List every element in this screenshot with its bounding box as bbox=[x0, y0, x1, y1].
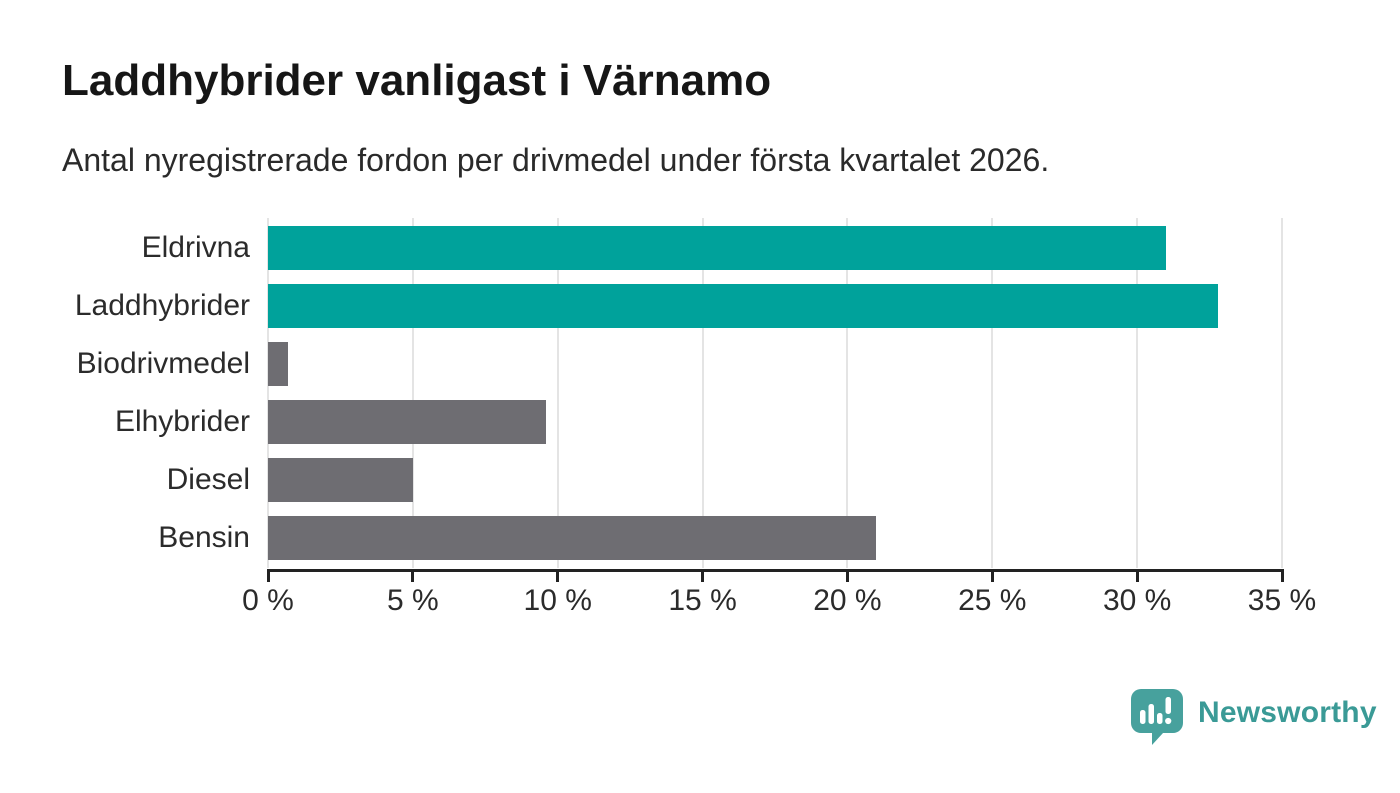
category-label-bensin: Bensin bbox=[158, 521, 250, 554]
x-tick-35 bbox=[1280, 572, 1284, 582]
brand-name: Newsworthy bbox=[1198, 696, 1377, 729]
x-tick-label-10: 10 % bbox=[523, 584, 592, 617]
x-tick-5 bbox=[411, 572, 415, 582]
x-tick-30 bbox=[1135, 572, 1139, 582]
category-label-diesel: Diesel bbox=[166, 463, 250, 496]
bar-biodrivmedel bbox=[268, 342, 289, 386]
x-tick-label-15: 15 % bbox=[668, 584, 737, 617]
gridline-10 bbox=[556, 218, 559, 568]
bar-laddhybrider bbox=[268, 284, 1219, 328]
x-tick-label-0: 0 % bbox=[242, 584, 294, 617]
x-axis-ticks bbox=[266, 572, 1284, 582]
newsworthy-logo-icon bbox=[1131, 689, 1183, 745]
gridline-20 bbox=[846, 218, 849, 568]
x-axis-line bbox=[267, 569, 1284, 572]
x-tick-label-20: 20 % bbox=[813, 584, 882, 617]
brand-footer: Newsworthy bbox=[1130, 688, 1377, 746]
gridline-30 bbox=[1136, 218, 1139, 568]
gridline-15 bbox=[701, 218, 704, 568]
x-tick-20 bbox=[845, 572, 849, 582]
bar-eldrivna bbox=[268, 226, 1167, 270]
category-label-laddhybrider: Laddhybrider bbox=[74, 289, 250, 322]
bar-chart-plot-area bbox=[267, 218, 1283, 568]
bar-diesel bbox=[268, 458, 413, 502]
x-tick-15 bbox=[701, 572, 705, 582]
gridline-25 bbox=[991, 218, 994, 568]
gridline-5 bbox=[411, 218, 414, 568]
gridline-0 bbox=[267, 218, 269, 568]
x-tick-25 bbox=[990, 572, 994, 582]
page-subtitle: Antal nyregistrerade fordon per drivmede… bbox=[62, 142, 1050, 178]
x-tick-label-30: 30 % bbox=[1102, 584, 1172, 617]
bar-bensin bbox=[268, 516, 877, 560]
x-tick-0 bbox=[266, 572, 270, 582]
gridline-35 bbox=[1281, 218, 1283, 568]
x-tick-label-35: 35 % bbox=[1247, 584, 1317, 617]
category-label-eldrivna: Eldrivna bbox=[141, 231, 250, 264]
x-axis-tick-labels: 0 % 5 % 10 % 15 % 20 % 25 % 30 % 35 % bbox=[242, 584, 1316, 620]
x-tick-label-25: 25 % bbox=[958, 584, 1027, 617]
category-label-elhybrider: Elhybrider bbox=[114, 405, 250, 438]
bar-elhybrider bbox=[268, 400, 547, 444]
page-title: Laddhybrider vanligast i Värnamo bbox=[62, 56, 772, 105]
x-tick-10 bbox=[556, 572, 560, 582]
category-label-biodrivmedel: Biodrivmedel bbox=[76, 347, 250, 380]
x-tick-label-5: 5 % bbox=[386, 584, 439, 617]
